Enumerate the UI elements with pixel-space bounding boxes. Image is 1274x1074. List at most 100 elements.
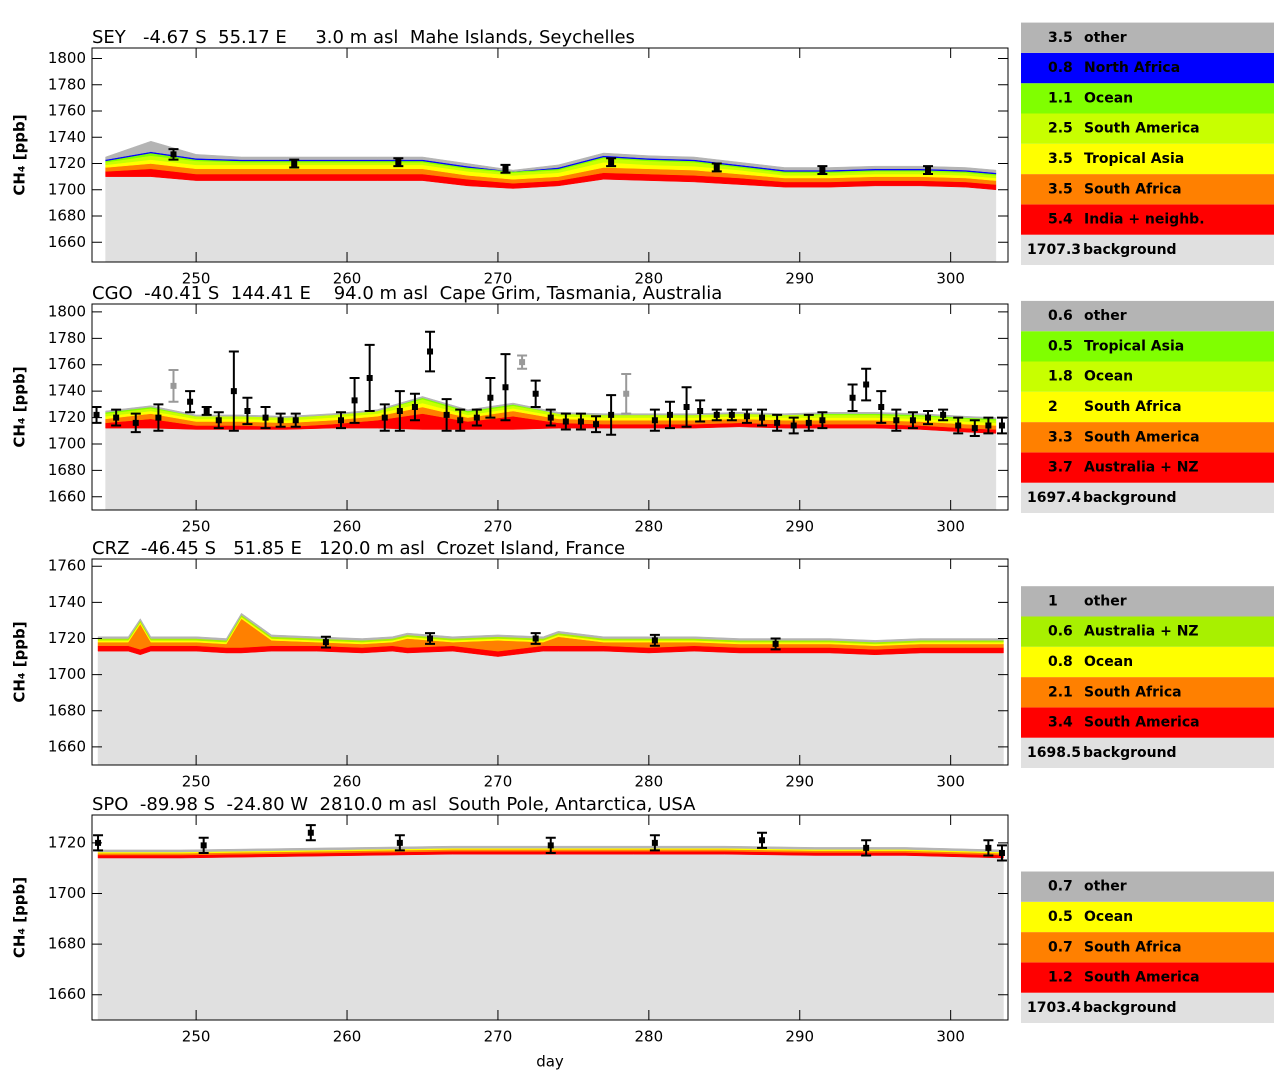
- error-bar: [185, 390, 196, 414]
- error-bar: [741, 408, 752, 424]
- error-bar: [726, 408, 737, 422]
- legend-label: background: [1083, 490, 1177, 506]
- legend-swatch: [1021, 677, 1274, 708]
- plot-area: [92, 330, 1007, 510]
- panel-title: SEY -4.67 S 55.17 E 3.0 m asl Mahe Islan…: [92, 27, 635, 48]
- error-bar: [364, 343, 375, 412]
- legend-value: 0.6: [1048, 624, 1073, 640]
- legend-swatch: [1021, 234, 1274, 265]
- y-tick-label: 1720: [48, 629, 86, 647]
- x-tick-label: 300: [936, 1028, 965, 1046]
- legend-swatch: [1021, 204, 1274, 235]
- legend-swatch: [1021, 391, 1274, 423]
- plot-area: [93, 824, 1007, 1020]
- y-tick-label: 1720: [48, 833, 86, 851]
- legend-swatch: [1021, 422, 1274, 453]
- panel-title: CRZ -46.45 S 51.85 E 120.0 m asl Crozet …: [92, 538, 625, 559]
- legend-swatch: [1021, 300, 1274, 332]
- legend-label: South America: [1084, 121, 1200, 137]
- legend-label: Australia + NZ: [1084, 460, 1199, 476]
- y-tick-label: 1680: [48, 461, 86, 479]
- stacked-area: [105, 176, 997, 262]
- legend-value: 2.5: [1048, 121, 1073, 137]
- stacked-area: [97, 650, 1004, 765]
- y-tick-label: 1720: [48, 408, 86, 426]
- plot-area: [105, 140, 997, 262]
- y-tick-label: 1800: [48, 302, 86, 320]
- error-bar: [275, 412, 286, 428]
- legend-label: Ocean: [1084, 654, 1133, 670]
- x-axis-label: day: [536, 1053, 564, 1071]
- legend-value: 3.7: [1048, 460, 1073, 476]
- error-bar: [545, 408, 556, 427]
- error-bar: [591, 415, 602, 434]
- error-bar: [213, 411, 224, 430]
- legend-swatch: [1021, 174, 1274, 205]
- error-bar: [606, 157, 617, 168]
- error-bar: [983, 839, 994, 857]
- legend-value: 3.4: [1048, 715, 1073, 731]
- error-bar: [394, 390, 405, 432]
- panel-title: CGO -40.41 S 144.41 E 94.0 m asl Cape Gr…: [92, 283, 722, 304]
- legend-value: 1707.3: [1027, 242, 1081, 258]
- plot-frame: [91, 303, 1009, 511]
- legend-label: background: [1083, 1000, 1177, 1016]
- y-axis-label: CH₄ [ppb]: [11, 114, 29, 195]
- y-tick-label: 1700: [48, 434, 86, 452]
- error-bar: [923, 165, 934, 176]
- error-bar: [606, 394, 617, 436]
- error-bar: [130, 412, 141, 434]
- x-tick-label: 260: [333, 270, 362, 288]
- x-tick-label: 250: [182, 518, 211, 536]
- error-bar: [861, 367, 872, 402]
- error-bar: [111, 408, 122, 427]
- y-tick-label: 1740: [48, 382, 86, 400]
- error-bar: [711, 408, 722, 422]
- legend-swatch: [1021, 83, 1274, 114]
- error-bar: [517, 354, 528, 370]
- legend-label: South America: [1084, 970, 1200, 986]
- y-tick-label: 1660: [48, 487, 86, 505]
- legend-label: South Africa: [1084, 939, 1182, 955]
- legend-swatch: [1021, 22, 1274, 53]
- x-tick-label: 280: [635, 518, 664, 536]
- error-bar: [788, 416, 799, 435]
- y-tick-label: 1740: [48, 593, 86, 611]
- legend-value: 1.8: [1048, 369, 1073, 385]
- x-tick-label: 290: [785, 773, 814, 791]
- x-tick-label: 250: [182, 773, 211, 791]
- legend-value: 3.5: [1048, 30, 1073, 46]
- legend-swatch: [1021, 52, 1274, 84]
- legend-swatch: [1021, 707, 1274, 738]
- error-bar: [907, 411, 918, 430]
- x-tick-label: 290: [785, 1028, 814, 1046]
- legend-label: Ocean: [1084, 909, 1133, 925]
- error-bar: [817, 165, 828, 176]
- stacked-area: [105, 426, 997, 510]
- legend-value: 1: [1048, 593, 1058, 609]
- legend-label: South Africa: [1084, 684, 1182, 700]
- x-tick-label: 290: [785, 518, 814, 536]
- y-tick-label: 1740: [48, 128, 86, 146]
- legend-value: 1703.4: [1027, 1000, 1081, 1016]
- legend-label: South America: [1084, 715, 1200, 731]
- error-bar: [530, 379, 541, 408]
- x-tick-label: 270: [484, 1028, 513, 1046]
- legend-value: 0.5: [1048, 338, 1073, 354]
- stacked-area: [97, 612, 1004, 643]
- legend-swatch: [1021, 331, 1274, 362]
- error-bar: [817, 411, 828, 430]
- x-tick-label: 250: [182, 1028, 211, 1046]
- legend-swatch: [1021, 737, 1274, 768]
- stacked-area: [97, 853, 1004, 1020]
- legend-value: 0.5: [1048, 909, 1073, 925]
- legend-swatch: [1021, 586, 1274, 617]
- legend-value: 0.6: [1048, 308, 1073, 324]
- error-bar: [560, 412, 571, 431]
- legend-swatch: [1021, 901, 1274, 933]
- error-bar: [681, 386, 692, 428]
- y-tick-label: 1800: [48, 49, 86, 67]
- x-tick-label: 270: [484, 773, 513, 791]
- error-bar: [485, 376, 496, 419]
